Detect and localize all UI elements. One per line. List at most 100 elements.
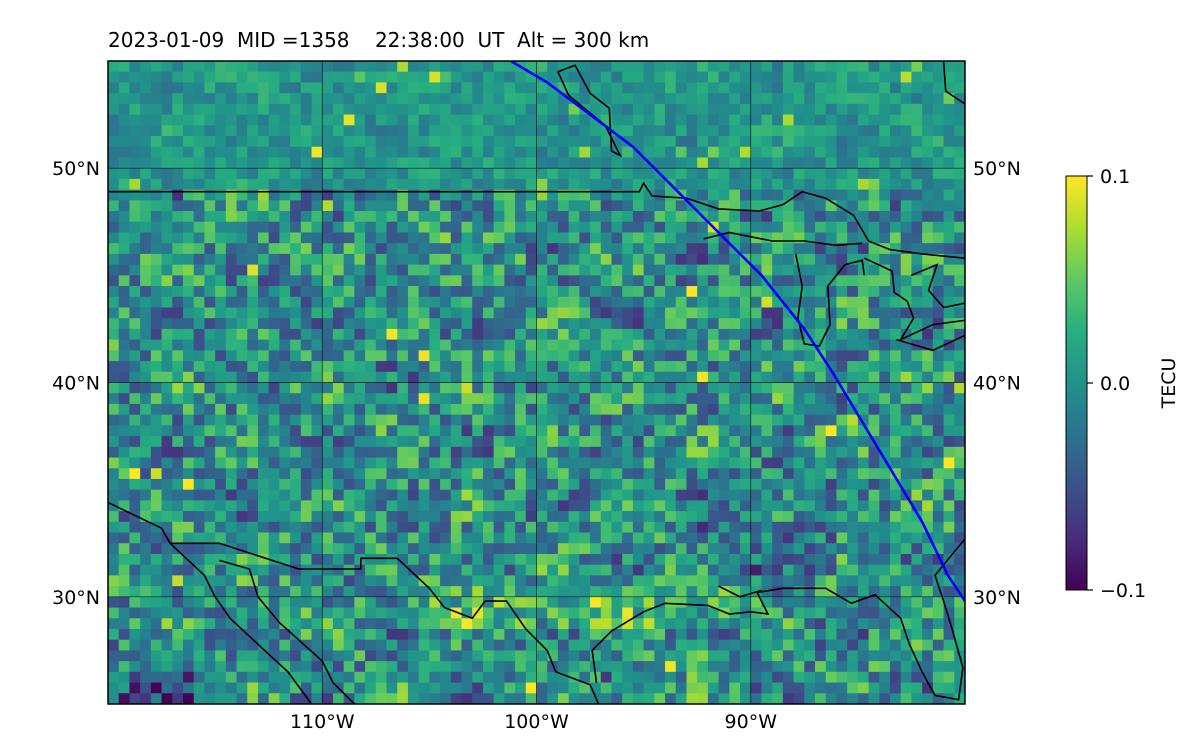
heat-cell bbox=[354, 682, 366, 694]
heat-cell bbox=[675, 532, 688, 544]
heat-cell bbox=[311, 296, 323, 309]
heat-cell bbox=[847, 543, 859, 555]
heat-cell bbox=[686, 189, 698, 201]
heat-cell bbox=[407, 361, 420, 373]
heat-cell bbox=[868, 403, 880, 416]
heat-cell bbox=[857, 307, 870, 319]
heat-cell bbox=[472, 446, 484, 459]
heat-cell bbox=[108, 125, 120, 137]
heat-cell bbox=[547, 543, 559, 555]
heat-cell bbox=[536, 200, 548, 212]
heat-cell bbox=[247, 500, 259, 512]
heat-cell bbox=[461, 71, 473, 84]
heat-cell bbox=[718, 71, 730, 84]
heat-cell bbox=[590, 436, 602, 448]
heat-cell bbox=[815, 382, 827, 394]
heat-cell bbox=[311, 307, 323, 319]
heat-cell bbox=[804, 146, 816, 159]
heat-cell bbox=[836, 489, 848, 501]
heat-cell bbox=[611, 61, 623, 73]
heat-cell bbox=[161, 93, 173, 105]
heat-cell bbox=[504, 82, 516, 94]
heat-cell bbox=[761, 403, 773, 416]
heat-cell bbox=[825, 350, 838, 362]
heat-cell bbox=[622, 361, 634, 373]
heat-cell bbox=[204, 350, 216, 362]
heat-cell bbox=[761, 596, 773, 609]
heat-cell bbox=[675, 521, 688, 534]
heat-cell bbox=[665, 71, 677, 84]
heat-cell bbox=[450, 264, 463, 276]
heat-cell bbox=[332, 425, 345, 437]
heat-cell bbox=[118, 661, 131, 673]
heat-cell bbox=[590, 157, 602, 169]
heat-cell bbox=[536, 168, 548, 180]
heat-cell bbox=[354, 511, 366, 523]
heat-cell bbox=[150, 221, 163, 234]
heat-cell bbox=[857, 93, 870, 105]
heat-cell bbox=[515, 553, 527, 566]
heat-cell bbox=[793, 543, 805, 555]
heat-cell bbox=[890, 693, 902, 704]
heat-cell bbox=[643, 682, 655, 694]
heat-cell bbox=[654, 125, 666, 137]
heat-cell bbox=[654, 296, 666, 309]
heat-cell bbox=[418, 607, 430, 619]
heat-cell bbox=[440, 403, 452, 416]
heat-cell bbox=[590, 500, 602, 512]
heat-cell bbox=[257, 425, 270, 437]
heat-cell bbox=[515, 661, 527, 673]
heat-cell bbox=[825, 82, 838, 94]
heat-cell bbox=[697, 114, 709, 126]
heat-cell bbox=[911, 328, 923, 341]
heat-cell bbox=[257, 221, 270, 234]
heat-cell bbox=[761, 136, 773, 148]
heat-cell bbox=[322, 328, 334, 341]
heat-cell bbox=[247, 253, 259, 266]
heat-cell bbox=[365, 178, 377, 191]
heat-cell bbox=[557, 671, 570, 684]
heat-cell bbox=[643, 671, 655, 684]
heat-cell bbox=[568, 371, 580, 384]
heat-cell bbox=[450, 211, 463, 223]
heat-cell bbox=[632, 414, 645, 426]
heat-cell bbox=[568, 253, 580, 266]
heat-cell bbox=[815, 318, 827, 330]
heat-cell bbox=[890, 157, 902, 169]
heat-cell bbox=[118, 382, 131, 394]
heat-cell bbox=[247, 543, 259, 555]
heat-cell bbox=[600, 489, 613, 501]
heat-cell bbox=[204, 146, 216, 159]
heat-cell bbox=[182, 221, 195, 234]
heat-cell bbox=[247, 146, 259, 159]
heat-cell bbox=[172, 264, 184, 276]
heat-cell bbox=[857, 371, 870, 384]
heat-cell bbox=[622, 403, 634, 416]
heat-cell bbox=[140, 61, 152, 73]
heat-cell bbox=[193, 628, 206, 641]
heat-cell bbox=[504, 650, 516, 662]
heat-cell bbox=[718, 671, 730, 684]
heat-cell bbox=[900, 553, 913, 566]
heat-cell bbox=[547, 371, 559, 384]
heat-cell bbox=[836, 82, 848, 94]
heat-cell bbox=[761, 339, 773, 351]
heat-cell bbox=[782, 478, 795, 491]
heat-cell bbox=[740, 243, 752, 255]
heat-cell bbox=[118, 682, 131, 694]
heat-cell bbox=[268, 286, 280, 298]
heat-cell bbox=[375, 511, 388, 523]
heat-cell bbox=[257, 275, 270, 287]
heat-cell bbox=[140, 489, 152, 501]
heat-cell bbox=[718, 607, 730, 619]
heat-cell bbox=[643, 232, 655, 244]
heat-cell bbox=[204, 307, 216, 319]
heat-cell bbox=[418, 103, 430, 116]
heat-cell bbox=[729, 682, 741, 694]
heat-cell bbox=[343, 253, 355, 266]
heat-cell bbox=[215, 628, 227, 641]
heat-cell bbox=[536, 543, 548, 555]
heat-cell bbox=[697, 393, 709, 405]
heat-cell bbox=[311, 478, 323, 491]
heat-cell bbox=[140, 553, 152, 566]
